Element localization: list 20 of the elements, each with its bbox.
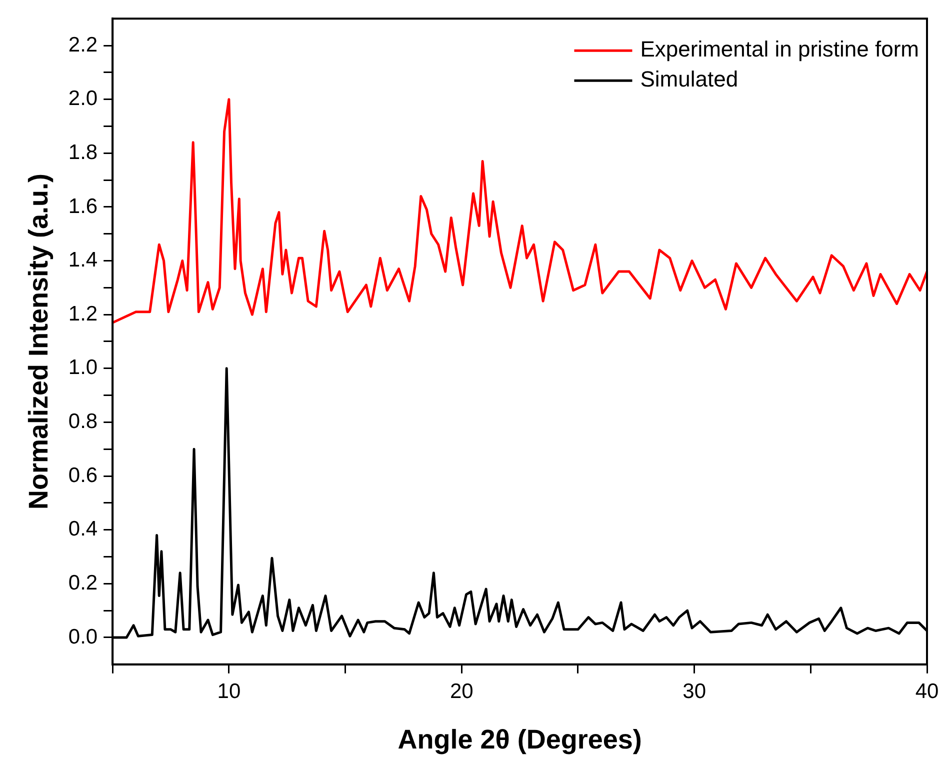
y-tick-label: 0.4 [68, 518, 98, 541]
y-tick-label: 0.8 [68, 410, 98, 434]
y-tick-label: 2.0 [68, 87, 98, 110]
y-tick-label: 1.0 [68, 356, 98, 380]
y-tick-label: 2.2 [68, 33, 98, 56]
y-tick-label: 1.8 [68, 140, 98, 164]
x-tick-label: 20 [450, 680, 474, 703]
y-axis-title: Normalized Intensity (a.u.) [24, 173, 54, 510]
y-tick-label: 1.6 [68, 194, 98, 218]
x-tick-label: 30 [682, 680, 706, 703]
y-tick-label: 0.2 [68, 571, 98, 594]
y-tick-label: 0.0 [68, 625, 98, 648]
x-tick-label: 10 [217, 680, 241, 703]
x-axis-title: Angle 2θ (Degrees) [398, 724, 642, 754]
y-tick-label: 1.2 [68, 302, 98, 326]
legend-label: Simulated [640, 66, 738, 92]
y-tick-label: 0.6 [68, 464, 98, 487]
y-tick-label: 1.4 [68, 248, 98, 272]
legend-label: Experimental in pristine form [640, 36, 920, 62]
x-tick-label: 40 [915, 680, 939, 703]
